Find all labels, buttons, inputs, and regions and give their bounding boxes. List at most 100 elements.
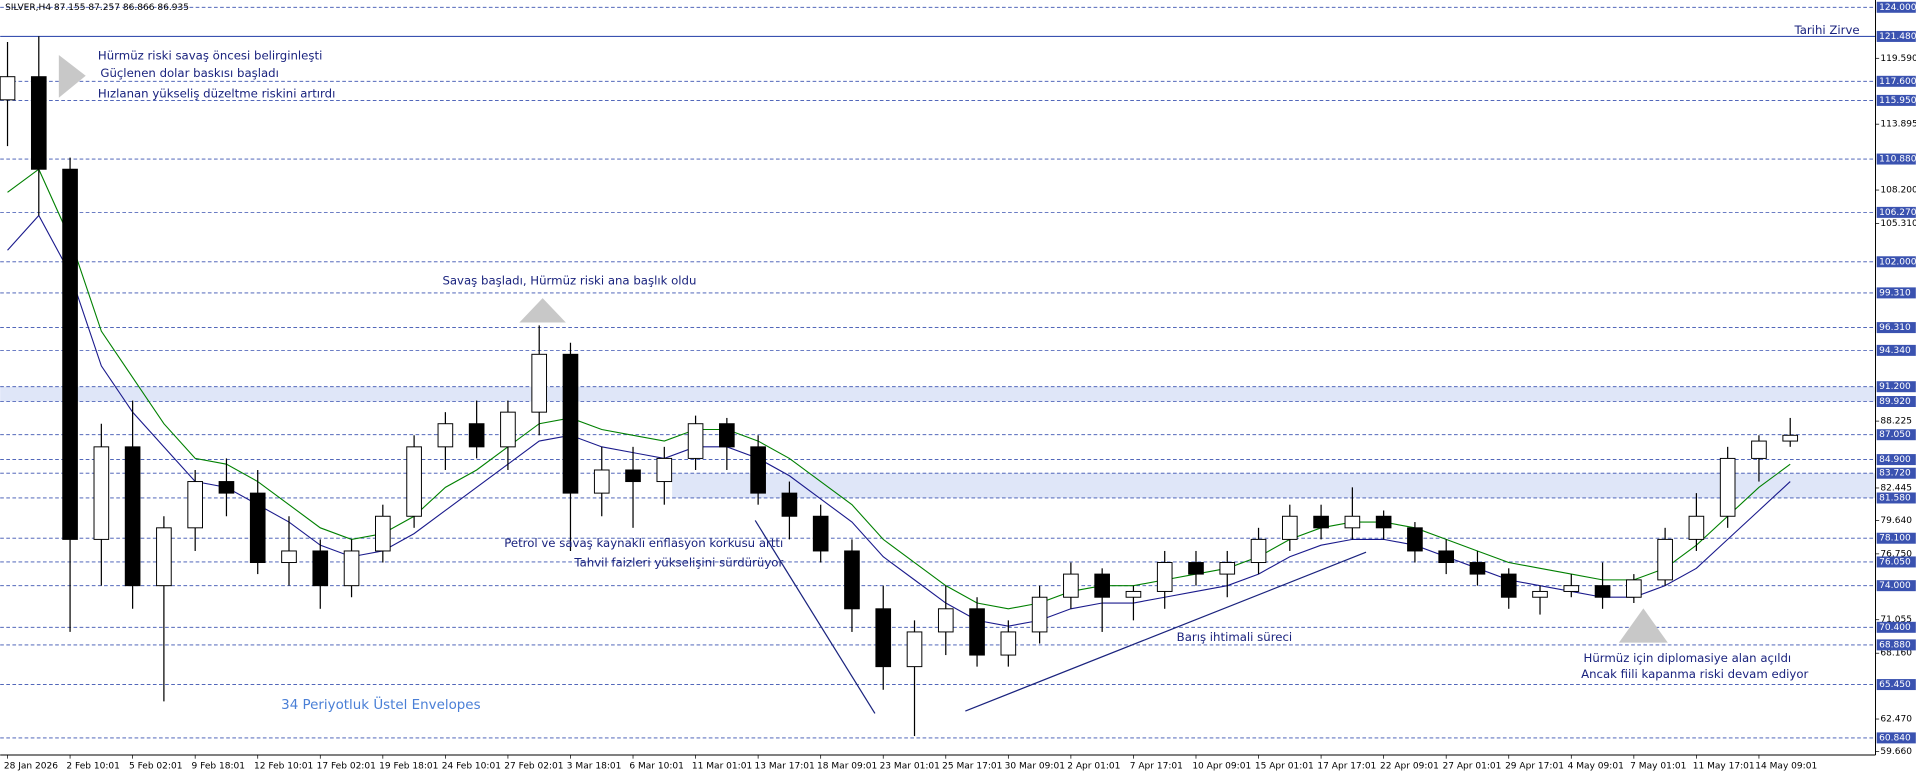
level-label-box — [1876, 679, 1916, 691]
x-tick-label: 7 Apr 17:01 — [1130, 762, 1183, 772]
candle-body — [1281, 515, 1298, 540]
level-label-box — [1876, 621, 1916, 633]
candle-body — [1407, 527, 1423, 552]
x-tick-label: 27 Feb 02:01 — [504, 762, 563, 772]
y-tick-label: 71.055 — [1880, 615, 1912, 625]
y-tick-label: 88.225 — [1880, 417, 1912, 427]
candle-body — [906, 631, 923, 668]
level-label-box — [1876, 153, 1916, 165]
candle-body — [875, 608, 892, 668]
candle-body — [187, 481, 203, 529]
level-label-box — [1876, 206, 1916, 218]
trend-line — [754, 520, 876, 714]
annotation: Hürmüz için diplomasiye alan açıldı — [1584, 651, 1792, 665]
x-tick-label: 25 Mar 17:01 — [942, 762, 1002, 772]
annotation: Ancak fiili kapanma riski devam ediyor — [1581, 667, 1808, 681]
candle-body — [62, 168, 78, 540]
level-label: 76.050 — [1879, 557, 1911, 567]
annotation: Savaş başladı, Hürmüz riski ana başlık o… — [442, 273, 696, 287]
x-tick-label: 5 Feb 02:01 — [129, 762, 183, 772]
x-tick-label: 6 Mar 10:01 — [629, 762, 684, 772]
candle-body — [406, 446, 422, 517]
x-tick-label: 4 May 09:01 — [1568, 762, 1624, 772]
level-label: 106.270 — [1879, 208, 1916, 218]
annotation: Tarihi Zirve — [1793, 23, 1859, 37]
candle-body — [969, 608, 985, 656]
level-label: 96.310 — [1879, 323, 1911, 333]
zone — [0, 386, 1876, 402]
level-label-box — [1876, 580, 1916, 592]
x-tick-label: 3 Mar 18:01 — [567, 762, 622, 772]
annotation: Güçlenen dolar baskısı başladı — [100, 66, 279, 80]
level-label: 65.450 — [1879, 680, 1911, 690]
annotation: Petrol ve savaş kaynaklı enflasyon korku… — [504, 536, 783, 550]
candle-body — [562, 353, 579, 494]
candle-body — [1563, 585, 1580, 592]
level-label: 117.600 — [1879, 77, 1916, 87]
level-label-box — [1876, 454, 1916, 466]
level-label-box — [1876, 94, 1916, 106]
candle-body — [1063, 573, 1079, 598]
annotation: Barış ihtimali süreci — [1177, 630, 1293, 644]
annotation: 34 Periyotluk Üstel Envelopes — [281, 695, 480, 713]
candle-body — [1500, 573, 1517, 598]
x-tick-label: 9 Feb 18:01 — [192, 762, 246, 772]
candle-body — [1657, 538, 1673, 581]
level-label: 89.920 — [1879, 397, 1911, 407]
x-tick-label: 15 Apr 01:01 — [1255, 762, 1314, 772]
y-tick-label: 62.470 — [1880, 715, 1912, 725]
level-label-box — [1876, 467, 1916, 479]
level-label: 121.480 — [1879, 32, 1916, 42]
candle-body — [719, 423, 735, 448]
level-label: 99.310 — [1879, 288, 1911, 298]
y-tick-label: 79.640 — [1880, 516, 1912, 526]
candle-body — [156, 527, 172, 587]
x-tick-label: 28 Jan 2026 — [4, 762, 58, 772]
level-label: 110.880 — [1879, 155, 1916, 165]
candle-body — [468, 423, 485, 448]
annotation: Tahvil faizleri yükselişini sürdürüyor — [573, 556, 783, 570]
candle-body — [781, 492, 798, 517]
x-tick-label: 11 Mar 01:01 — [692, 762, 752, 772]
level-label: 102.000 — [1879, 257, 1916, 267]
candle-body — [844, 550, 860, 610]
zones — [0, 386, 1876, 498]
level-label: 84.900 — [1879, 455, 1911, 465]
x-tick-label: 30 Mar 09:01 — [1005, 762, 1065, 772]
y-tick-label: 68.160 — [1880, 649, 1912, 659]
candle-body — [1313, 515, 1329, 529]
candle-body — [1594, 585, 1611, 598]
candle-body — [1782, 434, 1799, 442]
candle-body — [1438, 550, 1455, 564]
x-tick-label: 29 Apr 17:01 — [1505, 762, 1564, 772]
candle-body — [1751, 440, 1767, 459]
level-label-box — [1876, 429, 1916, 441]
x-tick-label: 17 Apr 17:01 — [1317, 762, 1376, 772]
level-label: 60.840 — [1879, 733, 1911, 743]
level-label-box — [1876, 75, 1916, 87]
level-label: 81.580 — [1879, 493, 1911, 503]
candle-body — [1469, 562, 1486, 575]
candle-body — [937, 608, 954, 633]
level-label-box — [1876, 287, 1916, 299]
level-label-box — [1876, 532, 1916, 544]
envelope-line — [7, 214, 1791, 627]
candle-body — [656, 457, 673, 483]
candle-body — [1626, 579, 1642, 598]
y-tick-label: 76.750 — [1880, 549, 1912, 559]
x-tick-label: 2 Feb 10:01 — [66, 762, 120, 772]
candle-body — [312, 550, 329, 587]
candle-body — [1532, 590, 1548, 598]
level-label: 124.000 — [1879, 3, 1916, 13]
candle-body — [1688, 515, 1705, 540]
candle-body — [30, 76, 47, 170]
x-tick-label: 12 Feb 10:01 — [254, 762, 313, 772]
candle-body — [750, 446, 766, 494]
level-label-box — [1876, 732, 1916, 744]
x-tick-label: 24 Feb 10:01 — [442, 762, 501, 772]
trend-line — [965, 551, 1367, 712]
candle-body — [93, 446, 110, 540]
candle-body — [687, 423, 704, 459]
level-label-box — [1876, 344, 1916, 356]
level-label: 83.720 — [1879, 469, 1911, 479]
